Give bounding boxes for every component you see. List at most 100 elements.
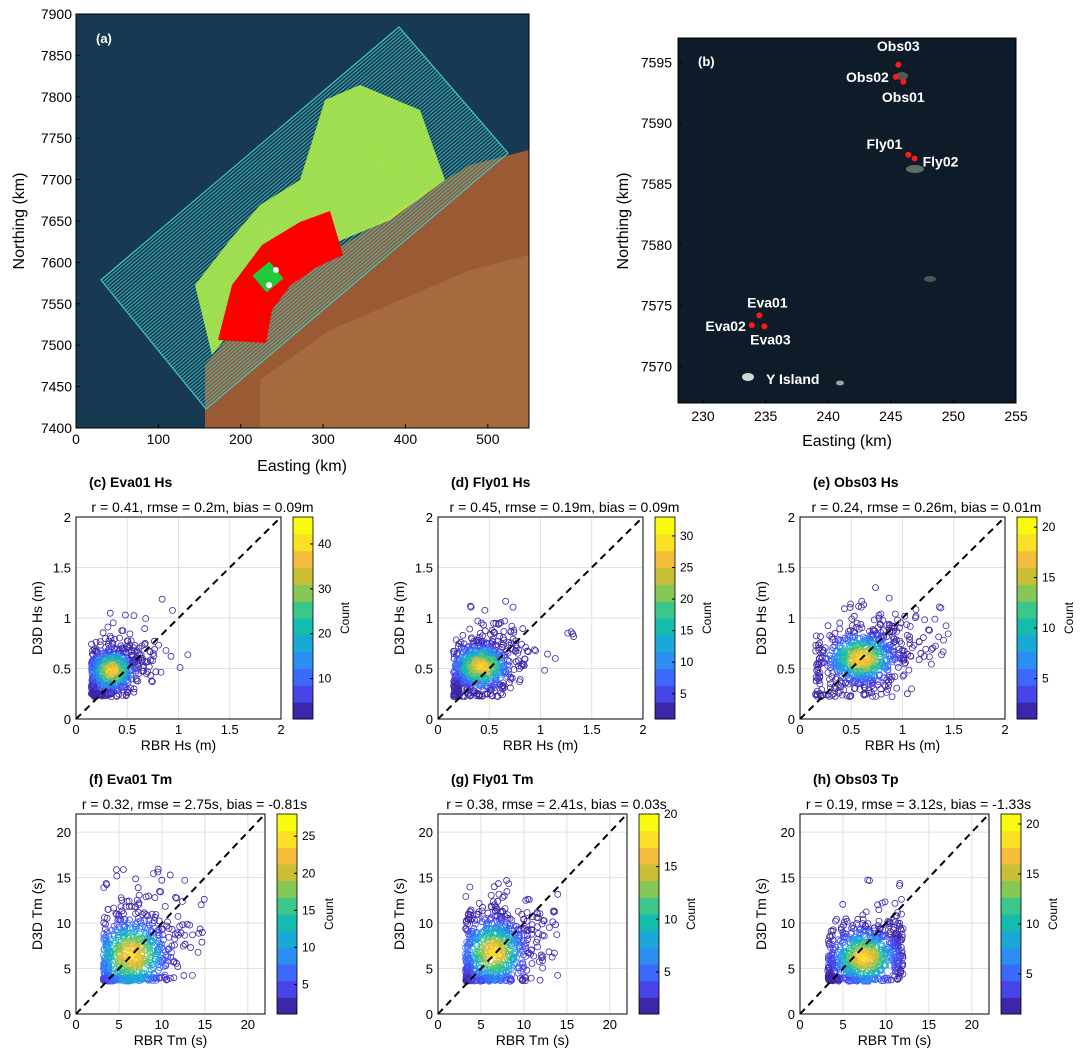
scatter-point [474, 642, 482, 650]
scatter-point [113, 920, 121, 928]
scatter-point [89, 668, 97, 676]
scatter-point [103, 942, 111, 950]
scatter-point [868, 668, 876, 676]
scatter-point [856, 685, 864, 693]
scatter-panel-h: 0 5 10 15 20 0 5 10 15 20 RBR Tm (s) D3D Tm (s) (h) … [753, 771, 1060, 1048]
scatter-point [94, 665, 102, 673]
scatter-point [120, 928, 128, 935]
scatter-point [891, 638, 899, 645]
colorbar-segment [277, 814, 297, 832]
scatter-point [567, 628, 575, 636]
scatter-point [862, 691, 869, 699]
scatter-point [533, 938, 540, 946]
colorbar-segment [655, 668, 675, 686]
scatter-point [889, 647, 896, 655]
panel-a-land-shading [260, 255, 529, 428]
scatter-point [919, 634, 927, 641]
scatter-point [101, 655, 109, 663]
panel-a-station-dot [266, 282, 272, 288]
scatter-point [476, 692, 484, 700]
scatter-point [824, 622, 832, 630]
colorbar-segment [1001, 830, 1021, 848]
panel-b-station-marker [756, 312, 763, 319]
panel-a-grid-line [203, 150, 507, 408]
scatter-point [146, 647, 154, 655]
scatter-point [937, 604, 945, 612]
scatter-point [128, 902, 136, 910]
panel-a-ytick-label: 7900 [41, 6, 72, 22]
colorbar-segment [293, 668, 313, 686]
panel-b-station-marker [761, 323, 768, 330]
scatter-point [515, 646, 523, 654]
scatter-point [908, 685, 915, 693]
scatter-point [459, 631, 467, 639]
scatter-point [107, 646, 115, 653]
scatter-point [846, 604, 854, 611]
scatter-point [129, 960, 137, 967]
panel-a-grid-line [198, 144, 502, 401]
scatter-point [899, 656, 907, 664]
scatter-point [845, 674, 852, 681]
panel-b-station-label: Eva03 [750, 331, 791, 347]
scatter-point [500, 662, 508, 669]
scatter-point [194, 949, 202, 956]
scatter-ytick-label: 15 [57, 871, 71, 886]
scatter-point [154, 865, 162, 873]
scatter-point [928, 646, 936, 653]
panel-b-xtick-label: 255 [1004, 408, 1028, 424]
scatter-point [460, 665, 468, 673]
scatter-point [925, 653, 933, 661]
scatter-point [835, 689, 843, 697]
scatter-point [491, 629, 499, 637]
scatter-point [142, 973, 150, 981]
scatter-point [103, 914, 111, 922]
scatter-point [154, 966, 162, 974]
scatter-point [840, 648, 848, 655]
scatter-point [141, 923, 149, 931]
scatter-point [523, 647, 531, 655]
colorbar-segment [639, 847, 659, 865]
colorbar-segment [1001, 980, 1021, 998]
scatter-point [482, 676, 490, 683]
scatter-point [903, 621, 911, 629]
colorbar-segment [639, 897, 659, 915]
colorbar-segment [655, 634, 675, 653]
scatter-point [534, 943, 541, 951]
scatter-point [450, 648, 458, 656]
panel-a-station-dot [273, 267, 279, 273]
colorbar-segment [293, 533, 313, 552]
panel-b-station-label: Fly01 [867, 136, 903, 152]
scatter-point [898, 640, 905, 648]
scatter-point [180, 972, 188, 979]
scatter-ytick-label: 15 [781, 871, 795, 886]
scatter-point [464, 657, 472, 665]
scatter-point [464, 951, 472, 959]
scatter-point [170, 974, 178, 982]
scatter-point [141, 641, 148, 648]
scatter-point [859, 665, 867, 673]
scatter-point [500, 664, 507, 672]
scatter-point [836, 642, 844, 650]
scatter-point [108, 671, 115, 678]
scatter-point [126, 630, 134, 638]
scatter-point [826, 684, 834, 692]
panel-a-ytick-label: 7400 [41, 420, 72, 436]
scatter-point [872, 692, 880, 700]
panel-b-frame [677, 37, 1017, 404]
scatter-xtick-label: 10 [879, 1017, 893, 1032]
scatter-point [116, 952, 124, 960]
scatter-point [512, 637, 520, 645]
scatter-point [885, 652, 893, 660]
scatter-xtick-label: 1 [175, 722, 182, 737]
one-to-one-line [75, 813, 266, 1015]
colorbar-segment [1017, 651, 1037, 669]
scatter-point [92, 671, 100, 679]
scatter-point [96, 638, 104, 646]
scatter-ytick-label: 2 [64, 510, 71, 525]
scatter-point [865, 689, 873, 697]
scatter-point [172, 894, 179, 901]
panel-a-grid-boundary [100, 26, 509, 410]
scatter-point [128, 675, 135, 683]
scatter-point [465, 661, 473, 669]
scatter-point [171, 935, 179, 943]
